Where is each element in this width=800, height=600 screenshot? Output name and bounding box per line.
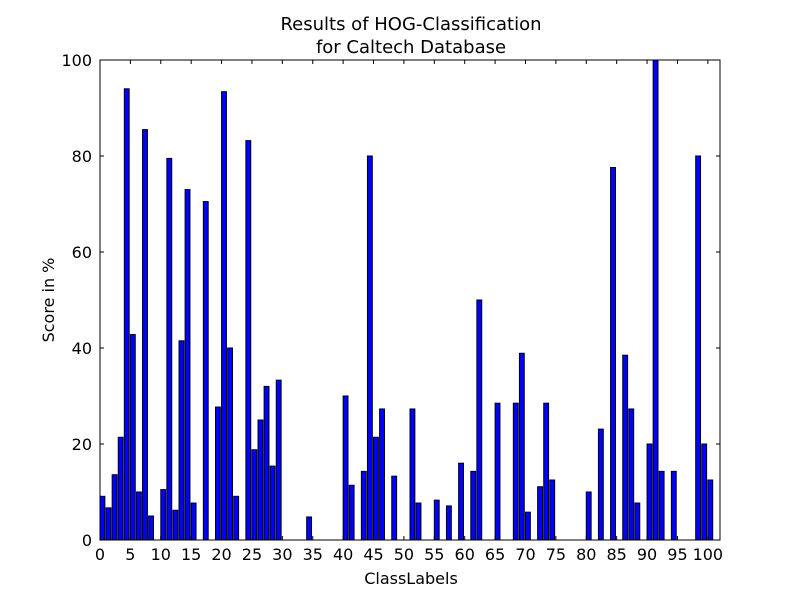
bar-class-20 xyxy=(221,91,227,541)
x-tick-label: 10 xyxy=(151,545,171,564)
bar-class-2 xyxy=(111,474,118,541)
bar-class-100 xyxy=(707,479,714,541)
x-tick-label: 60 xyxy=(455,545,475,564)
bar-class-26 xyxy=(257,419,264,541)
y-tick-label: 60 xyxy=(72,243,92,262)
bar-class-61 xyxy=(470,470,477,541)
x-tick-label: 95 xyxy=(667,545,687,564)
bar-class-69 xyxy=(518,352,525,541)
bar-class-13 xyxy=(178,340,185,541)
x-tick-label: 20 xyxy=(211,545,231,564)
bar-class-43 xyxy=(360,470,367,541)
bar-class-25 xyxy=(251,449,258,541)
bars-group xyxy=(99,59,714,541)
y-tick-label: 0 xyxy=(82,531,92,550)
bar-class-3 xyxy=(117,436,124,541)
x-axis-label: ClassLabels xyxy=(364,569,458,588)
bar-class-14 xyxy=(184,189,191,541)
bar-class-52 xyxy=(415,502,422,541)
bar-class-4 xyxy=(123,88,130,541)
y-axis-ticks: 0 20 40 60 80 100 xyxy=(61,51,720,550)
chart-title-line1: Results of HOG-Classification xyxy=(280,14,541,35)
x-tick-label: 50 xyxy=(394,545,414,564)
bar-class-73 xyxy=(543,402,550,541)
x-tick-label: 15 xyxy=(181,545,201,564)
bar-class-45 xyxy=(373,436,379,541)
bar-class-86 xyxy=(622,354,629,541)
x-axis-ticks: 0 5 10 15 20 25 30 35 40 45 50 55 60 65 70 75 80 85 90 95 10… xyxy=(95,60,723,564)
bar-class-6 xyxy=(135,491,142,541)
bar-class-21 xyxy=(227,347,234,541)
bar-class-70 xyxy=(524,511,531,541)
bar-class-80 xyxy=(585,491,592,541)
bar-class-7 xyxy=(142,129,148,541)
bar-class-10 xyxy=(160,489,167,541)
bar-class-29 xyxy=(275,379,282,541)
bar-class-57 xyxy=(445,505,452,541)
bar-class-87 xyxy=(628,408,635,541)
x-tick-label: 100 xyxy=(693,545,724,564)
x-tick-label: 80 xyxy=(576,545,596,564)
y-axis-label: Score in % xyxy=(39,258,58,343)
bar-class-22 xyxy=(233,495,240,541)
bar-class-94 xyxy=(670,470,677,541)
bar-class-55 xyxy=(433,499,440,541)
x-tick-label: 70 xyxy=(515,545,535,564)
bar-class-84 xyxy=(610,167,616,541)
bar-class-74 xyxy=(549,479,556,541)
x-tick-label: 45 xyxy=(363,545,383,564)
bar-class-34 xyxy=(306,516,313,541)
bar-class-59 xyxy=(458,462,464,541)
x-tick-label: 25 xyxy=(242,545,262,564)
x-tick-label: 90 xyxy=(637,545,657,564)
bar-class-27 xyxy=(263,385,270,541)
bar-class-46 xyxy=(379,408,385,541)
x-tick-label: 55 xyxy=(424,545,444,564)
bar-class-91 xyxy=(652,59,659,541)
bar-class-68 xyxy=(512,402,519,541)
x-tick-label: 75 xyxy=(546,545,566,564)
x-tick-label: 30 xyxy=(272,545,292,564)
bar-class-19 xyxy=(214,406,221,541)
bar-class-82 xyxy=(597,428,604,541)
bar-class-17 xyxy=(202,201,209,541)
y-tick-label: 20 xyxy=(72,435,92,454)
x-tick-label: 35 xyxy=(303,545,323,564)
bar-class-92 xyxy=(658,470,665,541)
bar-class-1 xyxy=(105,507,112,541)
bar-class-11 xyxy=(166,157,173,541)
bar-class-90 xyxy=(646,443,653,541)
bar-class-12 xyxy=(172,509,179,541)
bar-class-28 xyxy=(269,465,276,541)
bar-class-88 xyxy=(634,502,641,541)
chart-title-line2: for Caltech Database xyxy=(316,37,506,58)
x-tick-label: 65 xyxy=(485,545,505,564)
bar-class-0 xyxy=(99,495,106,541)
bar-class-51 xyxy=(409,408,416,541)
bar-class-44 xyxy=(366,155,373,541)
bar-class-72 xyxy=(537,486,544,541)
bar-class-99 xyxy=(701,443,708,541)
bar-class-41 xyxy=(348,484,355,541)
bar-class-65 xyxy=(494,402,501,541)
x-tick-label: 85 xyxy=(606,545,626,564)
bar-class-24 xyxy=(245,140,252,541)
bar-class-62 xyxy=(476,299,483,541)
bar-class-8 xyxy=(148,515,154,541)
y-tick-label: 80 xyxy=(72,147,92,166)
bar-class-15 xyxy=(190,502,197,541)
x-tick-label: 5 xyxy=(125,545,135,564)
y-tick-label: 40 xyxy=(72,339,92,358)
bar-class-98 xyxy=(695,155,702,541)
bar-class-5 xyxy=(129,334,136,541)
plot-frame xyxy=(99,59,721,541)
x-tick-label: 0 xyxy=(95,545,105,564)
x-tick-label: 40 xyxy=(333,545,353,564)
bar-class-40 xyxy=(342,395,349,541)
bar-class-48 xyxy=(391,475,398,541)
y-tick-label: 100 xyxy=(61,51,92,70)
